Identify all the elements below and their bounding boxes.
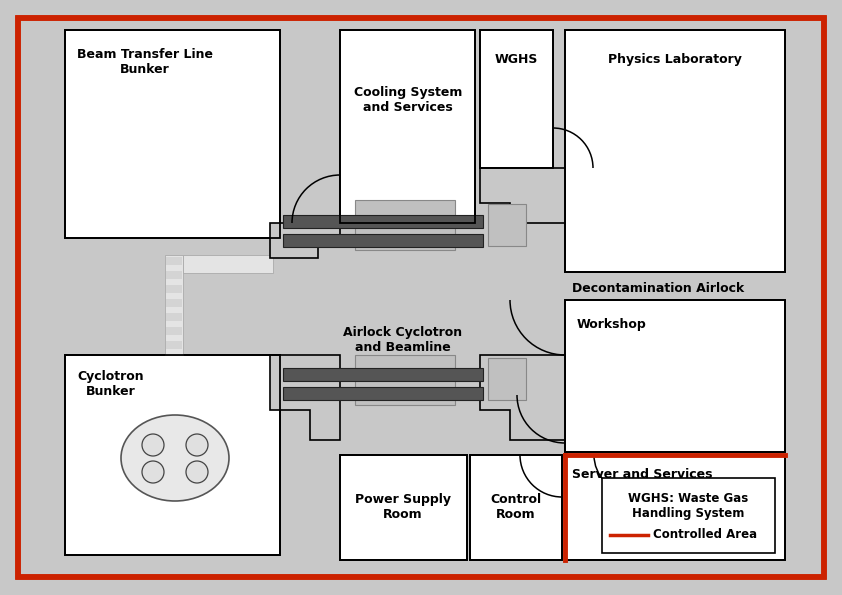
Bar: [355, 355, 455, 405]
Circle shape: [186, 461, 208, 483]
Bar: [283, 215, 483, 228]
Bar: [155, 238, 201, 355]
Bar: [166, 285, 182, 293]
Text: Power Supply
Room: Power Supply Room: [355, 493, 451, 521]
Text: Control
Room: Control Room: [490, 493, 541, 521]
Bar: [65, 355, 280, 555]
Text: Cyclotron
Bunker: Cyclotron Bunker: [77, 370, 144, 398]
Text: WGHS: WGHS: [494, 53, 538, 66]
Bar: [565, 300, 785, 452]
Polygon shape: [270, 223, 340, 258]
Bar: [166, 299, 182, 307]
Circle shape: [142, 434, 164, 456]
Polygon shape: [270, 355, 340, 440]
Bar: [565, 30, 785, 272]
Bar: [65, 355, 280, 555]
Bar: [565, 455, 785, 560]
Bar: [283, 234, 483, 247]
Circle shape: [142, 461, 164, 483]
Bar: [183, 255, 273, 273]
Text: Airlock Cyclotron
and Beamline: Airlock Cyclotron and Beamline: [343, 326, 462, 354]
Text: Physics Laboratory: Physics Laboratory: [608, 53, 742, 66]
Bar: [488, 204, 526, 246]
Bar: [340, 30, 475, 223]
Bar: [602, 478, 775, 553]
Bar: [565, 300, 785, 452]
Polygon shape: [480, 168, 565, 223]
Bar: [340, 455, 467, 560]
Bar: [65, 30, 280, 238]
Text: WGHS: Waste Gas
Handling System: WGHS: Waste Gas Handling System: [628, 492, 749, 520]
Bar: [340, 30, 475, 223]
Bar: [340, 455, 467, 560]
Bar: [165, 255, 183, 355]
Bar: [166, 313, 182, 321]
Bar: [283, 387, 483, 400]
Circle shape: [186, 434, 208, 456]
Text: Controlled Area: Controlled Area: [653, 528, 757, 541]
Bar: [565, 455, 785, 560]
Bar: [565, 30, 785, 272]
Bar: [283, 368, 483, 381]
Ellipse shape: [121, 415, 229, 501]
Text: Decontamination Airlock: Decontamination Airlock: [572, 281, 744, 295]
Bar: [166, 257, 182, 265]
Bar: [480, 30, 553, 168]
Bar: [470, 455, 562, 560]
Bar: [488, 358, 526, 400]
Bar: [355, 200, 455, 250]
Bar: [166, 327, 182, 335]
Bar: [470, 455, 562, 560]
Bar: [166, 341, 182, 349]
Text: Beam Transfer Line
Bunker: Beam Transfer Line Bunker: [77, 48, 213, 76]
Bar: [65, 30, 280, 238]
Text: Workshop: Workshop: [577, 318, 647, 331]
Polygon shape: [480, 355, 565, 440]
Text: Cooling System
and Services: Cooling System and Services: [354, 86, 462, 114]
Bar: [166, 271, 182, 279]
Text: Server and Services: Server and Services: [572, 468, 712, 481]
Bar: [480, 30, 553, 168]
